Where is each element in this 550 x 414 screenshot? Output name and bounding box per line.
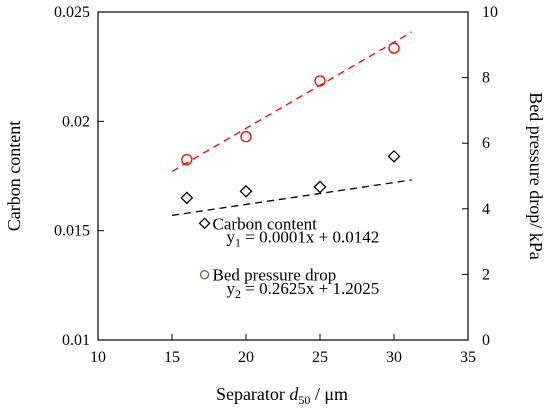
data-markers — [180, 42, 401, 205]
right-y-tick-label: 6 — [482, 135, 490, 152]
legend-label: Bed pressure drop — [213, 266, 337, 285]
x-tick-label: 15 — [164, 349, 180, 366]
carbon-content-point — [239, 184, 253, 198]
x-axis-title-prefix: Separator — [216, 384, 289, 404]
legend-circle-marker — [199, 270, 210, 280]
trendline — [171, 179, 412, 217]
x-tick-label: 10 — [90, 349, 106, 366]
x-axis-title-var: d — [289, 384, 299, 404]
bed-pressure-drop-point — [388, 42, 400, 54]
left-y-axis-ticks: 0.01 0.015 0.02 0.025 — [54, 4, 104, 349]
legend-label: Carbon content — [213, 214, 318, 233]
x-axis-title-sub: 50 — [298, 393, 310, 407]
left-y-axis-title: Carbon content — [4, 121, 24, 231]
right-y-axis-title: Bed pressure drop/ kPa — [526, 92, 546, 259]
equation-rhs: = 0.2625x + 1.2025 — [241, 279, 379, 298]
x-axis-title-suffix: / μm — [310, 384, 348, 404]
equation-rhs: = 0.0001x + 0.0142 — [241, 227, 379, 246]
x-axis-title: Separator d50 / μm — [216, 384, 348, 407]
right-y-tick-label: 2 — [482, 266, 490, 283]
x-tick-label: 25 — [312, 349, 328, 366]
left-y-tick-label: 0.02 — [62, 113, 90, 130]
equation-subscript: 2 — [235, 287, 241, 301]
left-y-tick-label: 0.01 — [62, 332, 90, 349]
plot-area — [97, 11, 469, 341]
right-y-tick-label: 4 — [482, 201, 490, 218]
right-y-axis-ticks: 0 2 4 6 8 10 — [462, 4, 498, 349]
right-y-tick-label: 10 — [482, 4, 498, 21]
equation-var: y — [227, 279, 236, 298]
bed-pressure-drop-point — [181, 153, 193, 166]
bed-pressure-drop-point — [314, 75, 326, 87]
carbon-content-point — [180, 191, 194, 205]
plot-border — [97, 11, 469, 341]
left-y-tick-label: 0.015 — [54, 223, 90, 240]
right-y-tick-label: 0 — [482, 332, 490, 349]
carbon-content-point — [387, 149, 401, 163]
equation-subscript: 1 — [235, 235, 241, 249]
trend-equation: y2 = 0.2625x + 1.2025 — [227, 279, 380, 301]
x-tick-label: 35 — [460, 349, 476, 366]
equation-var: y — [227, 227, 236, 246]
trendline — [171, 31, 413, 172]
legend-diamond-marker — [198, 217, 211, 230]
x-tick-label: 20 — [238, 349, 254, 366]
trendlines — [171, 31, 413, 217]
left-y-tick-label: 0.025 — [54, 4, 90, 21]
trend-equation: y1 = 0.0001x + 0.0142 — [227, 227, 380, 249]
right-y-tick-label: 8 — [482, 70, 490, 87]
bed-pressure-drop-point — [240, 130, 252, 143]
x-tick-label: 30 — [386, 349, 402, 366]
x-axis-ticks: 10 15 20 25 30 35 — [90, 334, 476, 366]
carbon-content-point — [313, 180, 327, 194]
